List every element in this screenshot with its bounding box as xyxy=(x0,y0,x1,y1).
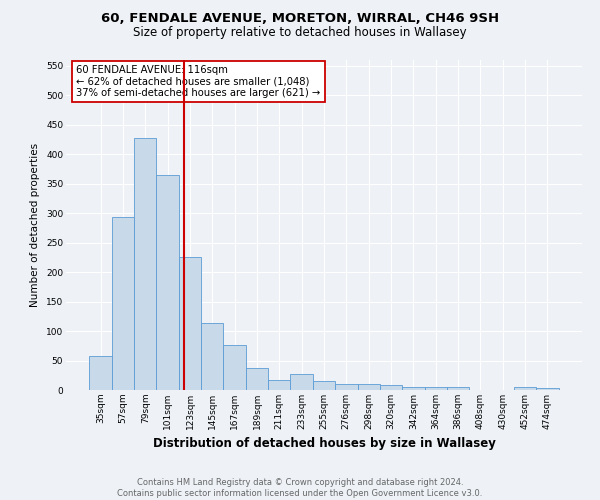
Bar xyxy=(89,356,112,390)
Bar xyxy=(290,374,313,390)
Text: 60, FENDALE AVENUE, MORETON, WIRRAL, CH46 9SH: 60, FENDALE AVENUE, MORETON, WIRRAL, CH4… xyxy=(101,12,499,26)
Bar xyxy=(223,344,246,390)
Text: Contains HM Land Registry data © Crown copyright and database right 2024.
Contai: Contains HM Land Registry data © Crown c… xyxy=(118,478,482,498)
Bar xyxy=(425,387,447,390)
Bar xyxy=(313,380,335,390)
Bar xyxy=(179,257,201,390)
Bar xyxy=(134,138,157,390)
X-axis label: Distribution of detached houses by size in Wallasey: Distribution of detached houses by size … xyxy=(152,438,496,450)
Bar xyxy=(246,368,268,390)
Bar xyxy=(268,380,290,390)
Bar xyxy=(335,384,358,390)
Bar xyxy=(358,384,380,390)
Bar xyxy=(157,175,179,390)
Bar xyxy=(380,386,402,390)
Text: Size of property relative to detached houses in Wallasey: Size of property relative to detached ho… xyxy=(133,26,467,39)
Bar xyxy=(112,218,134,390)
Bar xyxy=(514,387,536,390)
Bar xyxy=(536,388,559,390)
Y-axis label: Number of detached properties: Number of detached properties xyxy=(31,143,40,307)
Bar xyxy=(201,324,223,390)
Bar xyxy=(447,387,469,390)
Bar xyxy=(402,387,425,390)
Text: 60 FENDALE AVENUE: 116sqm
← 62% of detached houses are smaller (1,048)
37% of se: 60 FENDALE AVENUE: 116sqm ← 62% of detac… xyxy=(76,65,320,98)
